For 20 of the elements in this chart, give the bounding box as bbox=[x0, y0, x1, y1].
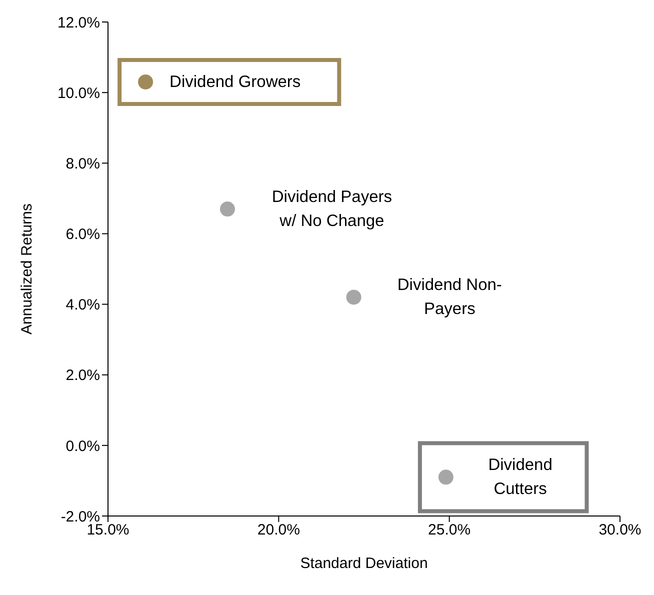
x-tick-label: 20.0% bbox=[257, 522, 300, 539]
y-tick-label: 12.0% bbox=[57, 14, 100, 32]
text: Dividend Cutters bbox=[488, 456, 552, 498]
text: Dividend Non- Payers bbox=[397, 276, 502, 318]
y-tick-label: 4.0% bbox=[66, 296, 100, 314]
y-tick-label: 6.0% bbox=[66, 226, 100, 244]
y-tick-label: 0.0% bbox=[66, 438, 100, 455]
point bbox=[438, 470, 454, 485]
point bbox=[346, 290, 362, 305]
y-axis-title: Annualized Returns bbox=[18, 204, 36, 334]
x-axis-title: Standard Deviation bbox=[300, 555, 428, 572]
text: Dividend Payers w/ No Change bbox=[272, 188, 392, 230]
y-tick-label: 8.0% bbox=[66, 155, 100, 172]
series-label: Dividend Growers bbox=[170, 72, 301, 91]
point bbox=[220, 202, 235, 217]
y-tick-label: 10.0% bbox=[57, 84, 100, 102]
y-tick-label: 2.0% bbox=[66, 367, 100, 384]
x-tick-label: 30.0% bbox=[598, 522, 642, 539]
point bbox=[138, 74, 154, 90]
x-tick-label: 25.0% bbox=[428, 522, 471, 539]
